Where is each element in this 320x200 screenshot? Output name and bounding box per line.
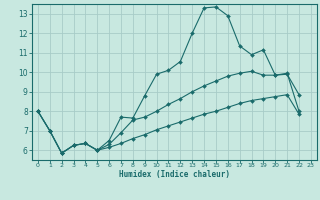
X-axis label: Humidex (Indice chaleur): Humidex (Indice chaleur) bbox=[119, 170, 230, 179]
